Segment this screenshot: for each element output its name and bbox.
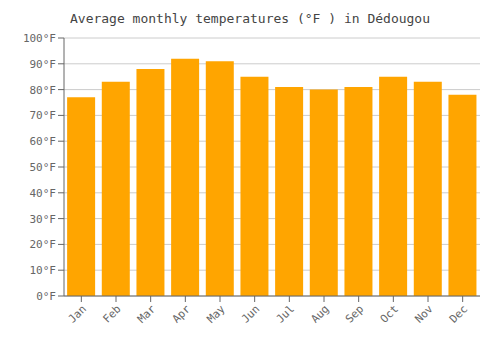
svg-text:90°F: 90°F bbox=[30, 58, 57, 71]
svg-text:80°F: 80°F bbox=[30, 84, 57, 97]
svg-text:10°F: 10°F bbox=[30, 264, 57, 277]
svg-text:40°F: 40°F bbox=[30, 187, 57, 200]
html-text:Average monthly temperatures (: Average monthly temperatures (°F ) in Dé… bbox=[70, 11, 430, 26]
svg-text:20°F: 20°F bbox=[30, 238, 57, 251]
svg-text:Mar: Mar bbox=[135, 302, 159, 326]
svg-text:60°F: 60°F bbox=[30, 135, 57, 148]
svg-text:Aug: Aug bbox=[308, 302, 331, 325]
svg-text:Jul: Jul bbox=[274, 302, 297, 325]
svg-text:100°F: 100°F bbox=[23, 32, 56, 45]
svg-text:70°F: 70°F bbox=[30, 109, 57, 122]
svg-text:Jun: Jun bbox=[239, 302, 262, 325]
svg-text:50°F: 50°F bbox=[30, 161, 57, 174]
svg-text:Dec: Dec bbox=[447, 302, 470, 325]
svg-text:Nov: Nov bbox=[412, 302, 436, 326]
svg-text:May: May bbox=[204, 302, 228, 326]
svg-text:Oct: Oct bbox=[378, 302, 401, 325]
svg-text:Apr: Apr bbox=[170, 302, 194, 326]
svg-text:Sep: Sep bbox=[343, 302, 366, 325]
svg-text:Feb: Feb bbox=[100, 302, 123, 325]
svg-text:0°F: 0°F bbox=[36, 290, 56, 303]
svg-text:30°F: 30°F bbox=[30, 213, 57, 226]
svg-text:Jan: Jan bbox=[66, 302, 89, 325]
